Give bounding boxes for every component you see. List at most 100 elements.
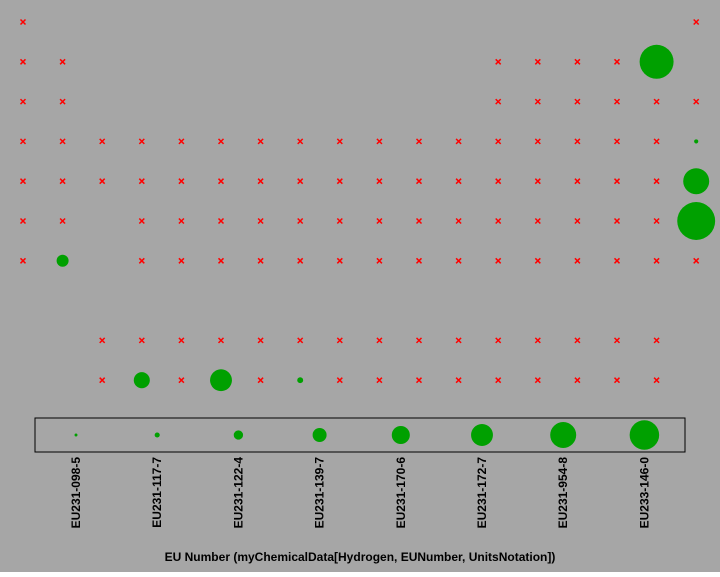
cross-stroke bbox=[574, 337, 581, 344]
cross-stroke bbox=[178, 257, 185, 264]
cross-stroke bbox=[574, 217, 581, 225]
cross-stroke bbox=[376, 178, 383, 185]
cross-stroke bbox=[653, 98, 660, 105]
cross-stroke bbox=[574, 138, 581, 145]
missing-marker bbox=[257, 138, 264, 145]
missing-marker bbox=[217, 178, 225, 185]
cross-stroke bbox=[336, 138, 343, 145]
x-tick-label: EU231-122-4 bbox=[231, 457, 245, 529]
cross-stroke bbox=[178, 217, 185, 225]
missing-marker bbox=[613, 337, 621, 344]
cross-stroke bbox=[495, 257, 502, 264]
missing-marker bbox=[59, 58, 66, 65]
cross-stroke bbox=[297, 178, 304, 185]
cross-stroke bbox=[613, 377, 621, 384]
cross-stroke bbox=[613, 337, 621, 344]
cross-stroke bbox=[415, 257, 423, 264]
missing-marker bbox=[138, 178, 145, 185]
missing-marker bbox=[257, 217, 264, 225]
missing-marker bbox=[613, 217, 621, 225]
missing-marker bbox=[495, 257, 502, 264]
bubble bbox=[297, 377, 304, 384]
cross-stroke bbox=[613, 138, 621, 145]
missing-marker bbox=[59, 98, 66, 105]
cross-stroke bbox=[653, 337, 660, 344]
missing-marker bbox=[217, 138, 225, 145]
missing-marker bbox=[534, 58, 541, 65]
cross-stroke bbox=[257, 178, 264, 185]
cross-stroke bbox=[297, 337, 304, 344]
missing-marker bbox=[138, 257, 145, 264]
cross-stroke bbox=[217, 337, 225, 344]
missing-marker bbox=[455, 257, 462, 264]
cross-stroke bbox=[455, 217, 462, 225]
missing-marker bbox=[19, 178, 27, 185]
missing-marker bbox=[613, 138, 621, 145]
missing-marker bbox=[534, 178, 541, 185]
missing-marker bbox=[653, 98, 660, 105]
missing-marker bbox=[297, 337, 304, 344]
cross-stroke bbox=[178, 337, 185, 344]
missing-marker bbox=[59, 138, 66, 145]
cross-stroke bbox=[495, 138, 502, 145]
missing-marker bbox=[534, 217, 541, 225]
legend-bubble bbox=[471, 424, 493, 446]
cross-stroke bbox=[534, 58, 541, 65]
cross-stroke bbox=[19, 178, 27, 185]
cross-stroke bbox=[534, 217, 541, 225]
cross-stroke bbox=[613, 257, 621, 264]
cross-stroke bbox=[495, 217, 502, 225]
cross-stroke bbox=[415, 337, 423, 344]
cross-stroke bbox=[415, 138, 423, 145]
cross-stroke bbox=[455, 138, 462, 145]
missing-marker bbox=[534, 377, 541, 384]
bubble bbox=[210, 369, 232, 392]
cross-stroke bbox=[138, 337, 145, 344]
cross-stroke bbox=[297, 257, 304, 264]
cross-stroke bbox=[257, 257, 264, 264]
x-axis-label: EU Number (myChemicalData[Hydrogen, EUNu… bbox=[165, 550, 556, 564]
bubble bbox=[56, 254, 69, 267]
missing-marker bbox=[455, 337, 462, 344]
missing-marker bbox=[19, 217, 27, 225]
missing-marker bbox=[495, 138, 502, 145]
missing-marker bbox=[19, 138, 27, 145]
cross-stroke bbox=[217, 178, 225, 185]
missing-marker bbox=[99, 138, 106, 145]
missing-marker bbox=[534, 257, 541, 264]
legend-bubble bbox=[629, 420, 660, 450]
cross-stroke bbox=[653, 217, 660, 225]
cross-stroke bbox=[455, 377, 462, 384]
cross-stroke bbox=[217, 138, 225, 145]
x-tick-label: EU231-172-7 bbox=[475, 457, 489, 529]
missing-marker bbox=[257, 257, 264, 264]
cross-stroke bbox=[376, 138, 383, 145]
cross-stroke bbox=[59, 98, 66, 105]
cross-stroke bbox=[495, 178, 502, 185]
missing-marker bbox=[178, 178, 185, 185]
missing-marker bbox=[257, 337, 264, 344]
cross-stroke bbox=[336, 257, 343, 264]
missing-marker bbox=[574, 138, 581, 145]
missing-marker bbox=[495, 377, 502, 384]
cross-stroke bbox=[455, 257, 462, 264]
cross-stroke bbox=[376, 337, 383, 344]
missing-marker bbox=[653, 217, 660, 225]
x-tick-label: EU231-139-7 bbox=[313, 457, 327, 529]
missing-marker bbox=[574, 98, 581, 105]
cross-stroke bbox=[534, 337, 541, 344]
cross-stroke bbox=[495, 337, 502, 344]
missing-marker bbox=[19, 18, 27, 26]
missing-marker bbox=[415, 217, 423, 225]
missing-marker bbox=[415, 138, 423, 145]
missing-marker bbox=[415, 337, 423, 344]
missing-marker bbox=[574, 178, 581, 185]
cross-stroke bbox=[495, 377, 502, 384]
missing-marker bbox=[376, 257, 383, 264]
missing-marker bbox=[653, 257, 660, 264]
cross-stroke bbox=[534, 138, 541, 145]
cross-stroke bbox=[336, 178, 343, 185]
x-tick-label: EU231-117-7 bbox=[150, 457, 164, 528]
cross-stroke bbox=[653, 138, 660, 145]
cross-stroke bbox=[178, 178, 185, 185]
